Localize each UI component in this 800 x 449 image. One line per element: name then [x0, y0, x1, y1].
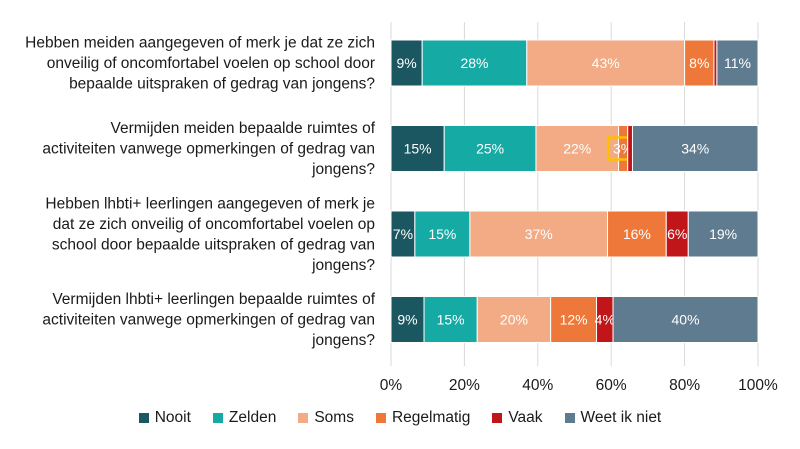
- legend-swatch: [564, 413, 575, 423]
- bar-segment: [469, 210, 609, 258]
- data-label: 25%: [476, 141, 504, 157]
- data-label: 20%: [500, 312, 528, 328]
- bar-segment: [414, 210, 471, 258]
- bar-segment: [476, 296, 552, 343]
- x-tick-label: 0%: [380, 377, 403, 394]
- data-label: 37%: [525, 226, 553, 242]
- bar-segment: [390, 39, 423, 87]
- legend-item: Weet ik niet: [564, 409, 662, 427]
- bar-segment: [716, 39, 759, 87]
- x-tick-label: 60%: [596, 377, 627, 394]
- legend-item: Soms: [298, 409, 354, 427]
- x-tick-label: 40%: [522, 377, 553, 394]
- bar-segment: [684, 39, 715, 87]
- legend-swatch: [212, 413, 223, 423]
- data-label: 22%: [563, 141, 591, 157]
- legend-label: Regelmatig: [391, 409, 471, 426]
- data-label: 15%: [404, 141, 432, 157]
- bar-segment: [607, 210, 667, 258]
- bar-segment: [612, 296, 759, 343]
- data-label: 7%: [393, 226, 413, 242]
- x-tick-label: 20%: [449, 377, 480, 394]
- data-label: 15%: [437, 312, 465, 328]
- category-label: Vermijden meiden bepaalde ruimtes of acti…: [42, 120, 375, 178]
- bar-segment: [390, 296, 425, 343]
- legend-item: Nooit: [138, 409, 191, 427]
- legend-swatch: [375, 413, 386, 423]
- data-label: 34%: [681, 141, 709, 157]
- bar-segment: [550, 296, 598, 343]
- legend-label: Weet ik niet: [580, 409, 662, 426]
- data-label: 43%: [592, 55, 620, 71]
- legend-label: Zelden: [228, 409, 277, 426]
- data-label: 16%: [623, 226, 651, 242]
- legend-swatch: [492, 413, 503, 423]
- legend-label: Soms: [314, 409, 354, 426]
- bar-segment: [423, 296, 478, 343]
- category-label: Hebben lhbti+ leerlingen aangegeven of m…: [45, 195, 375, 274]
- data-label: 19%: [709, 226, 737, 242]
- legend-item: Regelmatig: [375, 409, 471, 427]
- data-label: 9%: [397, 312, 417, 328]
- category-label: Hebben meiden aangegeven of merk je dat …: [25, 35, 375, 93]
- data-label: 8%: [689, 55, 709, 71]
- bar-segment: [390, 125, 445, 172]
- data-label: 15%: [428, 226, 456, 242]
- x-tick-label: 100%: [738, 377, 778, 394]
- legend-swatch: [138, 413, 149, 423]
- legend-label: Nooit: [154, 409, 191, 426]
- bar-segment: [535, 125, 620, 172]
- category-label: Vermijden lhbti+ leerlingen bepaalde rui…: [42, 291, 375, 349]
- legend-item: Zelden: [212, 409, 277, 427]
- x-tick-label: 80%: [669, 377, 700, 394]
- bar-segment: [627, 125, 633, 172]
- bar-segment: [443, 125, 537, 172]
- legend-label: Vaak: [508, 409, 543, 426]
- data-label: 6%: [667, 226, 687, 242]
- chart-legend: Nooit Zelden Soms Regelmatig Vaak Weet ik nie…: [0, 409, 800, 427]
- legend-item: Vaak: [492, 409, 543, 427]
- data-label: 4%: [595, 312, 615, 328]
- bar-segment: [631, 125, 759, 172]
- bar-segment: [687, 210, 759, 258]
- legend-swatch: [298, 413, 309, 423]
- data-label: 11%: [724, 55, 751, 71]
- data-label: 12%: [560, 312, 588, 328]
- data-label: 9%: [396, 55, 416, 71]
- data-label: 28%: [460, 55, 488, 71]
- stacked-bar-chart: 0% 20% 40% 60% 80% 100% Hebben meiden aangegev…: [25, 22, 778, 394]
- data-label: 40%: [672, 312, 700, 328]
